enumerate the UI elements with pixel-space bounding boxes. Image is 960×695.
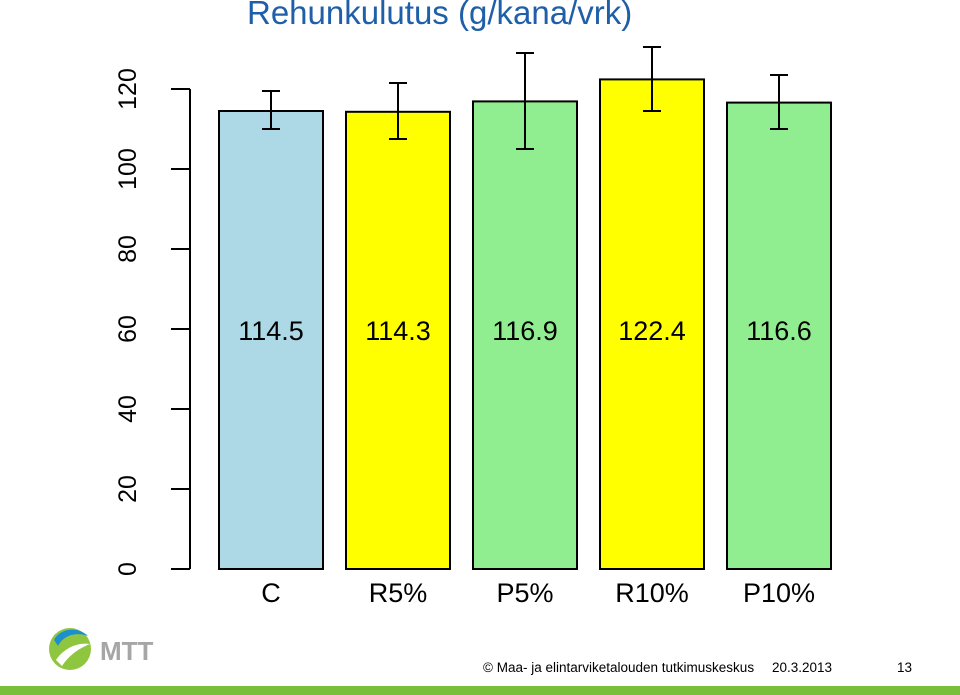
logo-blue-swoosh (54, 629, 88, 646)
page-number: 13 (897, 660, 913, 675)
bar-chart: 0 20 40 60 80 100 120 114.5 C 114.3 R5% 116.9 P5% 122… (114, 46, 832, 608)
y-tick-label: 100 (114, 148, 142, 190)
page-title: Rehunkulutus (g/kana/vrk) (247, 0, 633, 31)
footer-date: 20.3.2013 (772, 660, 833, 675)
bar (726, 101, 832, 570)
bar-value-label: 122.4 (618, 316, 686, 346)
bottom-accent-bar (0, 686, 960, 695)
bar (345, 110, 451, 571)
x-tick-label: R10% (615, 578, 689, 608)
x-tick-label: R5% (369, 578, 428, 608)
mtt-logo: MTT (49, 628, 154, 670)
bar-value-label: 114.5 (238, 316, 304, 346)
bar (599, 78, 705, 571)
x-tick-label: P10% (743, 578, 815, 608)
y-tick-label: 120 (114, 68, 142, 110)
y-tick-label: 20 (114, 475, 142, 503)
y-tick-label: 80 (114, 235, 142, 263)
x-tick-label: P5% (496, 578, 553, 608)
logo-text: MTT (100, 636, 154, 666)
y-tick-label: 40 (114, 395, 142, 423)
bar (218, 110, 324, 570)
y-tick-label: 60 (114, 315, 142, 343)
bar-value-label: 116.6 (746, 316, 812, 346)
logo-white-leaf (56, 643, 90, 666)
x-tick-label: C (261, 578, 281, 608)
bar (472, 100, 578, 571)
bar-value-label: 114.3 (365, 316, 431, 346)
footer-copyright: © Maa- ja elintarviketalouden tutkimuske… (483, 660, 755, 675)
bar-value-label: 116.9 (492, 316, 558, 346)
y-tick-label: 0 (114, 562, 142, 576)
